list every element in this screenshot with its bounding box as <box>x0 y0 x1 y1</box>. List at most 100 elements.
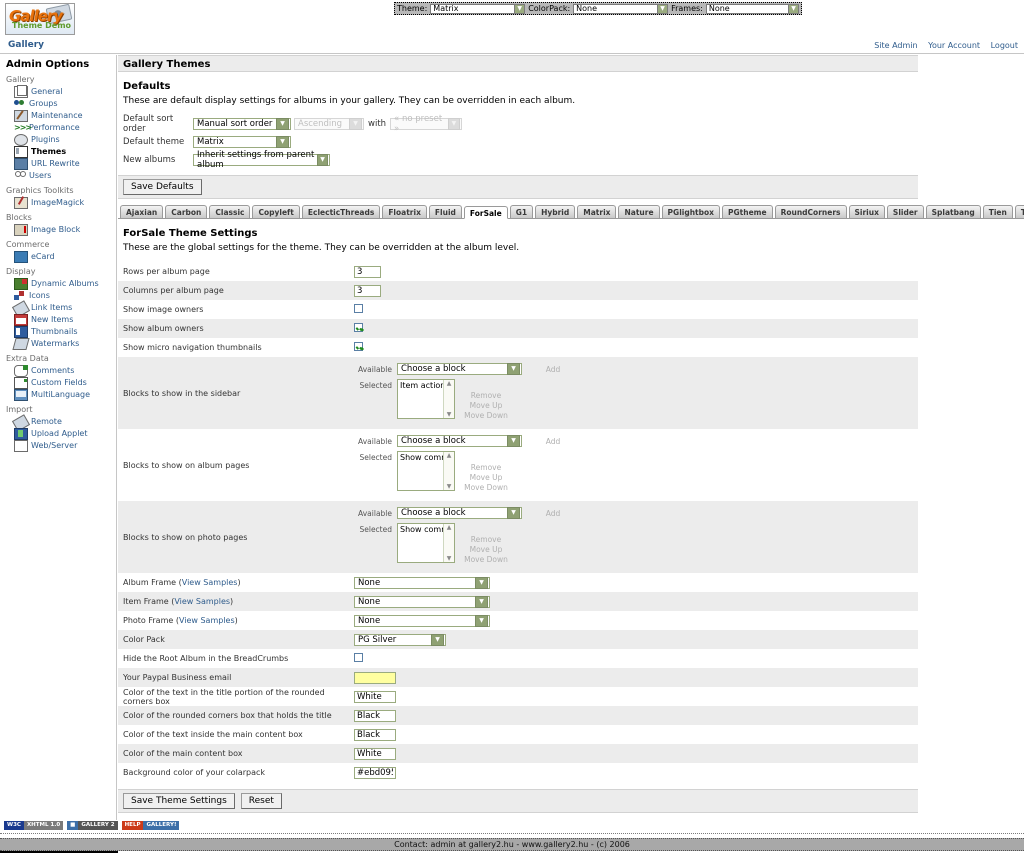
sidebar-item-web-server[interactable]: Web/Server <box>14 439 116 452</box>
tab-eclecticthreads[interactable]: EclecticThreads <box>301 205 381 218</box>
sidebar-item-url-rewrite[interactable]: URL Rewrite <box>14 157 116 170</box>
sidebar-item-maintenance[interactable]: Maintenance <box>14 109 116 122</box>
available-blocks-select[interactable]: Choose a block ▼ <box>397 435 522 447</box>
tab-fluid[interactable]: Fluid <box>428 205 462 218</box>
tab-classic[interactable]: Classic <box>209 205 251 218</box>
sidebar-item-link-items[interactable]: Link Items <box>11 300 116 318</box>
sidebar-item-dynamic-albums[interactable]: Dynamic Albums <box>14 277 116 290</box>
new-albums-select[interactable]: Inherit settings from parent album ▼ <box>193 150 330 170</box>
view-samples-link[interactable]: View Samples <box>178 616 235 625</box>
move-up-button[interactable]: Move Up <box>469 473 503 482</box>
move-up-button[interactable]: Move Up <box>469 401 503 410</box>
tab-pglightbox[interactable]: PGlightbox <box>661 205 720 218</box>
number-input[interactable] <box>354 265 381 278</box>
number-input[interactable] <box>354 284 381 297</box>
list-item[interactable]: Item actions <box>400 381 443 390</box>
sidebar-item-multilanguage[interactable]: MultiLanguage <box>14 388 116 401</box>
sidebar-item-icons[interactable]: Icons <box>14 290 116 301</box>
tab-pgtheme[interactable]: PGtheme <box>722 205 773 218</box>
add-block-button[interactable]: Add <box>545 508 561 518</box>
tab-tile[interactable]: Tile <box>1014 205 1024 218</box>
move-down-button[interactable]: Move Down <box>464 555 508 564</box>
gallery-logo[interactable]: Gallery Theme Demo <box>5 3 75 35</box>
scroll-up-icon[interactable]: ▲ <box>446 524 452 531</box>
available-blocks-select[interactable]: Choose a block ▼ <box>397 507 522 519</box>
tab-copyleft[interactable]: Copyleft <box>252 205 300 218</box>
sidebar-item-imagemagick[interactable]: ImageMagick <box>14 196 116 209</box>
sidebar-item-new-items[interactable]: New Items <box>14 313 116 326</box>
sidebar-item-ecard[interactable]: eCard <box>14 250 116 263</box>
logout-link[interactable]: Logout <box>990 41 1018 50</box>
sort-direction-select[interactable]: Ascending ▼ <box>294 118 364 130</box>
add-block-button[interactable]: Add <box>545 436 561 446</box>
sidebar-item-plugins[interactable]: Plugins <box>14 133 116 146</box>
text-input[interactable] <box>354 671 396 684</box>
sidebar-item-remote[interactable]: Remote <box>11 414 116 432</box>
scrollbar[interactable]: ▲ ▼ <box>443 524 454 562</box>
remove-block-button[interactable]: Remove <box>470 391 502 400</box>
add-block-button[interactable]: Add <box>545 364 561 374</box>
default-theme-select[interactable]: Matrix ▼ <box>193 136 291 148</box>
checkbox[interactable] <box>354 303 363 313</box>
colorpack-select[interactable]: None ▼ <box>573 3 669 14</box>
colorpack-select[interactable]: PG Silver ▼ <box>354 633 446 646</box>
move-down-button[interactable]: Move Down <box>464 483 508 492</box>
hide-root-checkbox[interactable] <box>354 652 363 662</box>
tab-siriux[interactable]: Siriux <box>848 205 885 218</box>
frames-select[interactable]: None ▼ <box>705 3 799 14</box>
sidebar-item-general[interactable]: General <box>14 84 116 98</box>
your-account-link[interactable]: Your Account <box>928 41 981 50</box>
list-item[interactable]: Show comments <box>400 453 443 462</box>
frame-select[interactable]: None ▼ <box>354 576 490 589</box>
default-sort-order-select[interactable]: Manual sort order ▼ <box>193 118 291 130</box>
tab-splatbang[interactable]: Splatbang <box>925 205 981 218</box>
sidebar-item-groups[interactable]: Groups <box>14 98 116 109</box>
footer-badge[interactable]: HELP GALLERY! <box>121 821 180 830</box>
scroll-down-icon[interactable]: ▼ <box>446 411 452 418</box>
theme-select[interactable]: Matrix ▼ <box>430 3 526 14</box>
sort-preset-select[interactable]: « no preset » ▼ <box>390 114 463 134</box>
scrollbar[interactable]: ▲ ▼ <box>443 380 454 418</box>
scroll-up-icon[interactable]: ▲ <box>446 380 452 387</box>
scroll-down-icon[interactable]: ▼ <box>446 483 452 490</box>
save-defaults-button[interactable]: Save Defaults <box>123 179 202 195</box>
view-samples-link[interactable]: View Samples <box>174 597 231 606</box>
tab-roundcorners[interactable]: RoundCorners <box>774 205 847 218</box>
tab-g1[interactable]: G1 <box>509 205 534 218</box>
sidebar-item-comments[interactable]: Comments <box>14 364 116 377</box>
tab-carbon[interactable]: Carbon <box>165 205 208 218</box>
tab-tien[interactable]: Tien <box>982 205 1013 218</box>
selected-blocks-list[interactable]: Show comments▲▼ <box>397 451 455 491</box>
sidebar-item-custom-fields[interactable]: Custom Fields <box>14 376 116 389</box>
selected-blocks-list[interactable]: Item actions▲▼ <box>397 379 455 419</box>
tab-ajaxian[interactable]: Ajaxian <box>120 205 164 218</box>
tab-floatrix[interactable]: Floatrix <box>382 205 427 218</box>
tab-forsale[interactable]: ForSale <box>463 206 508 219</box>
site-admin-link[interactable]: Site Admin <box>874 41 918 50</box>
selected-blocks-list[interactable]: Show comments▲▼ <box>397 523 455 563</box>
sidebar-item-thumbnails[interactable]: Thumbnails <box>14 325 116 338</box>
tab-slider[interactable]: Slider <box>886 205 924 218</box>
tab-matrix[interactable]: Matrix <box>577 205 617 218</box>
checkbox[interactable] <box>354 341 363 351</box>
footer-badge[interactable]: ■ GALLERY 2 <box>67 821 118 830</box>
sidebar-item-upload-applet[interactable]: Upload Applet <box>14 427 116 440</box>
move-up-button[interactable]: Move Up <box>469 545 503 554</box>
text-input[interactable] <box>354 766 396 779</box>
remove-block-button[interactable]: Remove <box>470 535 502 544</box>
scrollbar[interactable]: ▲ ▼ <box>443 452 454 490</box>
scroll-up-icon[interactable]: ▲ <box>446 452 452 459</box>
sidebar-item-users[interactable]: Users <box>14 170 116 181</box>
tab-hybrid[interactable]: Hybrid <box>535 205 576 218</box>
save-theme-settings-button[interactable]: Save Theme Settings <box>123 793 235 809</box>
tab-nature[interactable]: Nature <box>618 205 660 218</box>
remove-block-button[interactable]: Remove <box>470 463 502 472</box>
frame-select[interactable]: None ▼ <box>354 595 490 608</box>
sidebar-item-performance[interactable]: >>> Performance <box>14 122 116 133</box>
move-down-button[interactable]: Move Down <box>464 411 508 420</box>
text-input[interactable] <box>354 690 396 703</box>
footer-badge[interactable]: W3C XHTML 1.0 <box>4 821 64 830</box>
list-item[interactable]: Show comments <box>400 525 443 534</box>
sidebar-item-watermarks[interactable]: Watermarks <box>12 337 116 350</box>
scroll-down-icon[interactable]: ▼ <box>446 555 452 562</box>
